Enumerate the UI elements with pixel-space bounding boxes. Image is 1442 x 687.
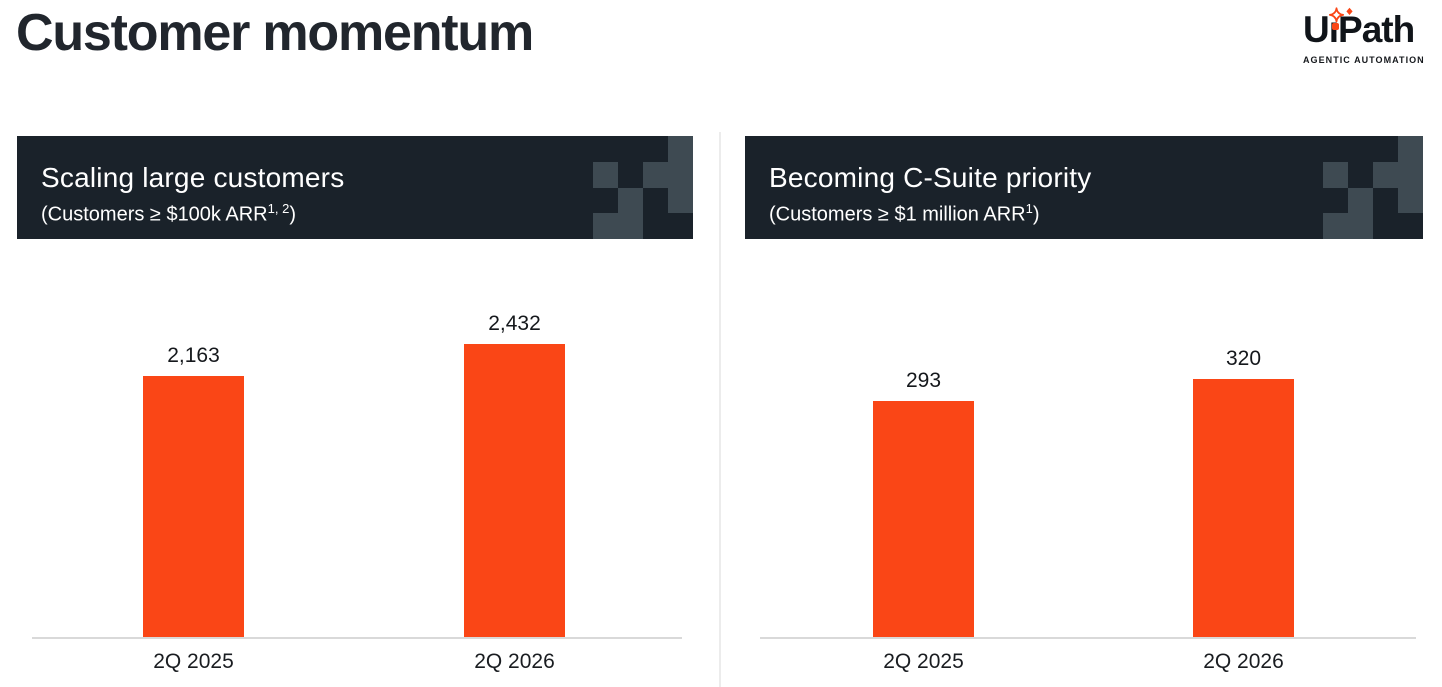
category-label-2q2025: 2Q 2025 [883,650,964,673]
panel-header-left: Scaling large customers (Customers ≥ $10… [17,136,693,239]
panel-title: Becoming C-Suite priority [769,162,1092,193]
panel-divider [719,132,721,687]
uipath-logo: UıPath AGENTIC AUTOMATION [1303,6,1425,65]
logo-i-dot [1332,23,1339,30]
bar-group-2q2025: 293 [873,369,974,638]
pixel-decoration-cell [618,213,643,239]
panel-title: Scaling large customers [41,162,345,193]
bar-value-label: 2,163 [167,344,220,367]
category-label-2q2026: 2Q 2026 [1203,650,1284,673]
bar-value-label: 2,432 [488,312,541,335]
panel-c-suite-priority: Becoming C-Suite priority (Customers ≥ $… [745,136,1423,687]
x-axis-line [760,637,1416,639]
panel-subtitle: (Customers ≥ $100k ARR1, 2) [41,196,693,228]
pixel-decoration [593,136,693,239]
panel-subtitle: (Customers ≥ $1 million ARR1) [769,196,1423,228]
bar-2q2026 [1193,379,1294,638]
bar-group-2q2025: 2,163 [143,344,244,638]
panel-header-right: Becoming C-Suite priority (Customers ≥ $… [745,136,1423,239]
subtitle-close: ) [1032,203,1040,226]
bar-group-2q2026: 2,432 [464,312,565,638]
pixel-decoration-cell [593,213,618,239]
subtitle-footnote-marker: 1, 2 [267,201,290,216]
subtitle-text: (Customers ≥ $1 million ARR [769,203,1026,226]
pixel-decoration-cell [1373,161,1398,188]
panel-scaling-large-customers: Scaling large customers (Customers ≥ $10… [17,136,693,687]
subtitle-footnote-marker: 1 [1025,201,1033,216]
pixel-decoration-cell [618,187,643,214]
wordmark-path: Path [1338,9,1415,50]
bar-value-label: 320 [1225,347,1262,370]
logo-tagline: AGENTIC AUTOMATION [1303,55,1425,65]
pixel-decoration-cell [668,187,693,214]
pixel-decoration-cell [1348,213,1373,239]
bar-group-2q2026: 320 [1193,347,1294,638]
bar-2q2026 [464,344,565,638]
pixel-decoration-cell [668,161,693,188]
subtitle-text: (Customers ≥ $100k ARR [41,203,268,226]
page-title: Customer momentum [16,4,534,62]
pixel-decoration-cell [643,161,668,188]
uipath-wordmark: UıPath [1303,11,1423,48]
sparkle-icon [1329,7,1353,23]
pixel-decoration-cell [593,161,618,188]
pixel-decoration-cell [668,136,693,162]
category-label-2q2025: 2Q 2025 [153,650,234,673]
wordmark-u: U [1303,9,1330,50]
bar-2q2025 [873,401,974,638]
bar-value-label: 293 [905,369,942,392]
bar-chart-million-arr-customers: 293 320 2Q 2025 2Q 2026 [745,240,1423,687]
pixel-decoration-cell [1398,161,1423,188]
category-label-2q2026: 2Q 2026 [474,650,555,673]
subtitle-close: ) [289,203,296,226]
pixel-decoration-cell [1323,161,1348,188]
x-axis-line [32,637,682,639]
pixel-decoration-cell [1398,187,1423,214]
pixel-decoration-cell [1348,187,1373,214]
bar-2q2025 [143,376,244,638]
pixel-decoration-cell [1323,213,1348,239]
pixel-decoration [1323,136,1423,239]
bar-chart-large-customers: 2,163 2,432 2Q 2025 2Q 2026 [17,240,693,687]
pixel-decoration-cell [1398,136,1423,162]
